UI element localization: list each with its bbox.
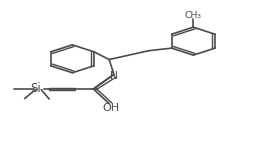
Text: CH₃: CH₃ bbox=[185, 11, 202, 20]
Text: N: N bbox=[110, 71, 118, 81]
Text: Si: Si bbox=[30, 82, 41, 95]
Text: OH: OH bbox=[102, 103, 119, 113]
